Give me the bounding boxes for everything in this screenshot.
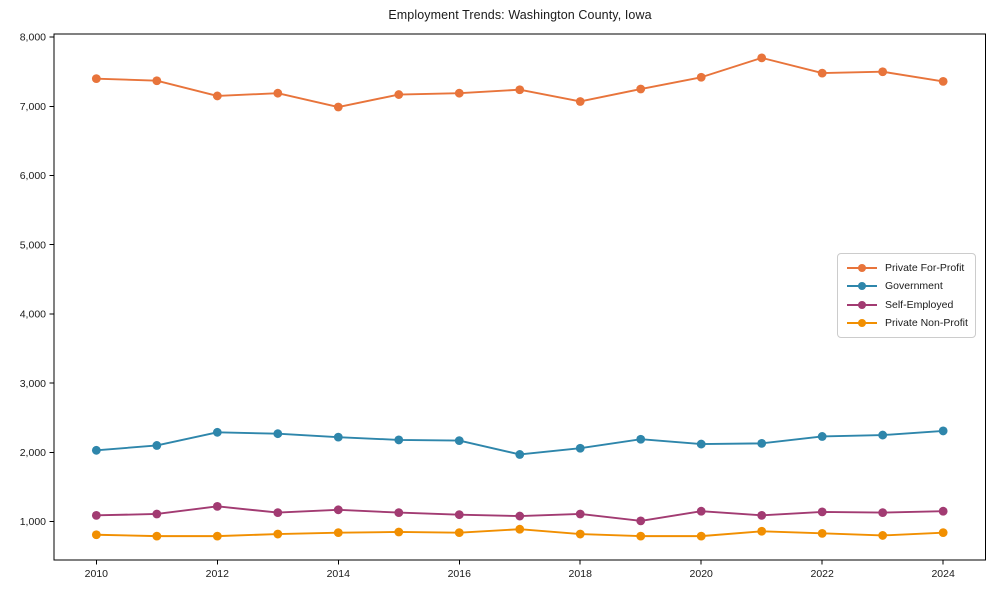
data-point-private-non-profit-2014: [333, 528, 343, 538]
data-point-self-employed-2021: [757, 510, 767, 520]
data-point-government-2016: [454, 436, 464, 446]
data-point-private-non-profit-2017: [515, 524, 525, 534]
data-point-private-non-profit-2015: [394, 527, 404, 537]
data-point-private-for-profit-2020: [696, 72, 706, 82]
legend-item-private-for-profit: Private For-Profit: [847, 259, 967, 277]
legend-item-government: Government: [847, 277, 967, 295]
data-point-government-2023: [878, 430, 888, 440]
series-line-private-for-profit: [96, 56, 944, 108]
x-axis-tick-label: 2020: [690, 568, 714, 580]
legend-label: Private For-Profit: [885, 262, 965, 274]
y-axis-tick-label: 3,000: [20, 378, 46, 390]
legend-marker-private-non-profit-icon: [847, 318, 877, 328]
data-point-self-employed-2013: [273, 508, 283, 517]
data-point-private-non-profit-2022: [817, 528, 827, 538]
data-point-self-employed-2010: [91, 510, 101, 520]
y-axis-tick-label: 1,000: [20, 516, 46, 528]
data-point-government-2020: [696, 439, 706, 449]
data-point-private-non-profit-2018: [575, 529, 585, 539]
data-point-private-for-profit-2016: [454, 88, 464, 98]
plot-area-border: [53, 33, 986, 561]
data-point-government-2019: [636, 434, 646, 444]
x-axis-tick-label: 2014: [327, 568, 351, 580]
data-point-private-for-profit-2011: [152, 76, 162, 86]
data-point-private-non-profit-2016: [454, 528, 464, 538]
data-point-self-employed-2023: [878, 508, 888, 517]
data-point-private-non-profit-2020: [696, 531, 706, 541]
data-point-government-2010: [91, 445, 101, 455]
data-point-private-non-profit-2021: [757, 526, 767, 536]
data-point-government-2024: [938, 426, 948, 436]
data-point-private-for-profit-2019: [636, 84, 646, 94]
data-point-private-non-profit-2012: [212, 531, 222, 541]
x-axis-tick-label: 2016: [448, 568, 472, 580]
legend-marker-self-employed-icon: [847, 300, 877, 310]
data-point-private-for-profit-2022: [817, 68, 827, 78]
data-point-private-non-profit-2023: [878, 531, 888, 540]
data-point-government-2021: [757, 438, 767, 448]
data-point-private-for-profit-2017: [515, 85, 525, 95]
data-point-self-employed-2012: [212, 501, 222, 511]
data-point-self-employed-2015: [394, 508, 404, 517]
data-point-private-for-profit-2013: [273, 88, 283, 98]
data-point-government-2017: [515, 450, 525, 459]
data-point-private-non-profit-2013: [273, 529, 283, 539]
data-point-self-employed-2019: [636, 516, 646, 526]
data-point-self-employed-2020: [696, 506, 706, 516]
data-point-private-non-profit-2010: [91, 530, 101, 540]
legend-label: Government: [885, 280, 943, 293]
data-point-private-non-profit-2024: [938, 528, 948, 538]
data-point-government-2022: [817, 432, 827, 441]
y-axis-tick-label: 6,000: [20, 170, 46, 182]
legend-marker-government-icon: [847, 281, 877, 291]
x-axis-tick-label: 2022: [811, 568, 835, 580]
data-point-government-2014: [333, 432, 343, 442]
data-point-self-employed-2018: [575, 509, 585, 519]
data-point-private-for-profit-2010: [91, 74, 101, 84]
data-point-government-2013: [273, 429, 283, 439]
data-point-private-for-profit-2023: [878, 67, 888, 77]
y-axis-tick-label: 4,000: [20, 309, 46, 321]
data-point-private-non-profit-2019: [636, 531, 646, 541]
data-point-government-2011: [152, 441, 162, 450]
data-point-private-for-profit-2012: [212, 91, 222, 101]
data-point-private-for-profit-2014: [333, 102, 343, 112]
data-point-self-employed-2016: [454, 510, 464, 520]
data-point-private-for-profit-2021: [757, 53, 767, 63]
x-axis-tick-label: 2012: [206, 568, 230, 580]
data-point-self-employed-2024: [938, 506, 948, 516]
legend-item-self-employed: Self-Employed: [847, 296, 967, 314]
x-axis-tick-label: 2010: [85, 568, 109, 580]
data-point-self-employed-2017: [515, 511, 525, 521]
data-point-self-employed-2011: [152, 509, 162, 519]
legend-marker-private-for-profit-icon: [847, 263, 877, 273]
legend-label: Private Non-Profit: [885, 316, 968, 329]
y-axis-tick-label: 8,000: [20, 32, 46, 44]
data-point-self-employed-2022: [817, 507, 827, 517]
y-axis-tick-label: 2,000: [20, 447, 46, 459]
y-axis-tick-label: 5,000: [20, 239, 46, 251]
legend-item-private-non-profit: Private Non-Profit: [847, 314, 968, 332]
data-point-private-non-profit-2011: [152, 531, 162, 541]
y-axis-tick-label: 7,000: [20, 101, 46, 113]
x-axis-tick-label: 2018: [569, 568, 593, 580]
data-point-private-for-profit-2018: [575, 97, 585, 106]
data-point-private-for-profit-2015: [394, 90, 404, 99]
legend: Private For-Profit Government Self-Employe…: [837, 253, 976, 338]
data-point-government-2018: [575, 443, 585, 453]
data-point-self-employed-2014: [333, 505, 343, 515]
data-point-private-for-profit-2024: [938, 77, 948, 86]
x-axis-tick-label: 2024: [931, 568, 955, 580]
chart-title: Employment Trends: Washington County, Io…: [388, 8, 652, 22]
data-point-government-2012: [212, 427, 222, 437]
legend-label: Self-Employed: [885, 298, 954, 311]
data-point-government-2015: [394, 435, 404, 445]
